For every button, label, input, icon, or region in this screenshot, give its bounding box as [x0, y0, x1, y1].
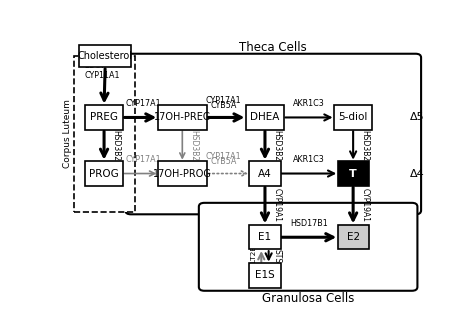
- FancyBboxPatch shape: [80, 45, 131, 67]
- Text: Corpus Luteum: Corpus Luteum: [63, 100, 72, 168]
- FancyBboxPatch shape: [249, 225, 281, 249]
- Text: StAR
CYP11A1: StAR CYP11A1: [85, 61, 120, 80]
- Text: AKR1C3: AKR1C3: [293, 155, 325, 164]
- Text: CYP17A1: CYP17A1: [206, 96, 241, 105]
- Text: CYP17A1: CYP17A1: [126, 99, 161, 108]
- Text: A4: A4: [258, 168, 272, 178]
- Text: Granulosa Cells: Granulosa Cells: [262, 292, 355, 305]
- Text: HSD3B2: HSD3B2: [111, 130, 120, 161]
- FancyBboxPatch shape: [74, 56, 135, 212]
- Text: CYP17A1: CYP17A1: [206, 153, 241, 162]
- FancyBboxPatch shape: [85, 105, 123, 129]
- Text: AKR1C3: AKR1C3: [293, 99, 325, 108]
- FancyBboxPatch shape: [199, 203, 418, 291]
- FancyBboxPatch shape: [337, 162, 369, 186]
- Text: Theca Cells: Theca Cells: [239, 41, 307, 54]
- Text: CYP17A1: CYP17A1: [126, 155, 161, 164]
- Text: STS: STS: [273, 249, 282, 263]
- Text: 5-diol: 5-diol: [338, 113, 368, 122]
- Text: CYP19A1: CYP19A1: [273, 188, 282, 222]
- Text: HSD3B2: HSD3B2: [360, 130, 369, 161]
- Text: E2: E2: [346, 232, 360, 242]
- Text: CYB5A: CYB5A: [210, 101, 237, 110]
- Text: E1S: E1S: [255, 270, 275, 280]
- FancyBboxPatch shape: [337, 225, 369, 249]
- Text: PREG: PREG: [90, 113, 118, 122]
- Text: PROG: PROG: [89, 168, 119, 178]
- Text: 17OH-PROG: 17OH-PROG: [153, 168, 212, 178]
- Text: HSD17B1: HSD17B1: [290, 219, 328, 228]
- FancyBboxPatch shape: [125, 54, 421, 214]
- FancyBboxPatch shape: [157, 105, 207, 129]
- Text: Δ5: Δ5: [410, 113, 425, 122]
- Text: Δ4: Δ4: [410, 168, 425, 178]
- Text: CYP19A1: CYP19A1: [361, 188, 370, 222]
- Text: Cholesterol: Cholesterol: [78, 51, 133, 61]
- Text: 17OH-PREG: 17OH-PREG: [154, 113, 211, 122]
- FancyBboxPatch shape: [85, 162, 123, 186]
- FancyBboxPatch shape: [334, 105, 373, 129]
- FancyBboxPatch shape: [249, 162, 281, 186]
- FancyBboxPatch shape: [246, 105, 284, 129]
- FancyBboxPatch shape: [249, 263, 281, 288]
- Text: T: T: [349, 168, 357, 178]
- Text: E1: E1: [258, 232, 272, 242]
- FancyBboxPatch shape: [157, 162, 207, 186]
- Text: SULT2E1: SULT2E1: [251, 241, 257, 272]
- Text: DHEA: DHEA: [250, 113, 280, 122]
- Text: HSD3B2: HSD3B2: [272, 130, 281, 161]
- Text: CYB5A: CYB5A: [210, 157, 237, 166]
- Text: HSD3B2: HSD3B2: [190, 130, 199, 161]
